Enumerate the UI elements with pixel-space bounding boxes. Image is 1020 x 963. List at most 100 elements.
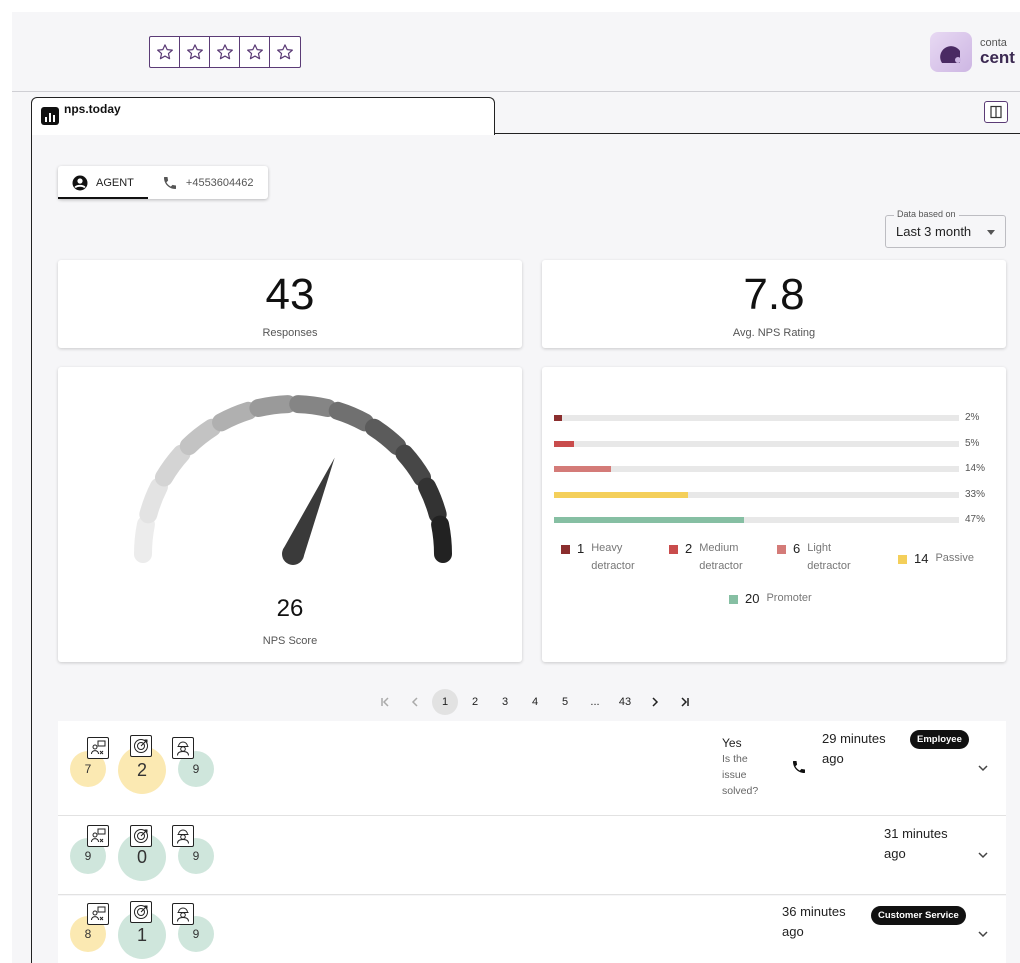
page-2-button[interactable]: 2 [471, 696, 479, 708]
bar-percent-label: 14% [965, 463, 986, 474]
last-page-button[interactable] [670, 690, 700, 714]
gauge-segment [431, 515, 452, 563]
nps-gauge-card: 26 NPS Score [58, 367, 522, 662]
page-43-button[interactable]: 43 [618, 696, 632, 708]
agent-feedback-icon [87, 903, 109, 925]
phone-label: +4553604462 [185, 176, 254, 189]
legend-item-passive: 14 Passive [898, 549, 974, 567]
tab-nps-today[interactable]: nps.today [31, 97, 495, 135]
tab-title: nps.today [64, 102, 121, 116]
star-icon [277, 44, 293, 60]
page-5-button[interactable]: 5 [561, 696, 569, 708]
star-3-button[interactable] [210, 37, 240, 67]
legend-count: 6 [793, 541, 801, 556]
chevron-down-icon[interactable] [976, 848, 990, 862]
gauge-needle-hub [282, 543, 304, 565]
legend-name-line-2: detractor [591, 560, 635, 572]
gauge-segment [328, 401, 374, 432]
bar-fill [554, 415, 563, 421]
right-score: 9 [178, 916, 214, 952]
issue-solved-question-3: solved? [722, 785, 759, 797]
nps-score-label: NPS Score [262, 635, 318, 647]
brand-line-2: cent [980, 48, 1015, 67]
legend-name-line-1: Passive [935, 552, 974, 564]
legend-item-heavy-detractor: 1 Heavy detractor [561, 539, 635, 575]
legend-count: 14 [914, 551, 929, 566]
bar-track [554, 491, 959, 498]
gauge-segment [364, 418, 407, 456]
app-window: conta cent nps.today AGENT +4553604462 [12, 12, 1020, 963]
star-icon [216, 44, 233, 60]
gauge-segment [154, 444, 191, 487]
page-3-button[interactable]: 3 [501, 696, 509, 708]
chevron-down-icon[interactable] [976, 761, 990, 775]
bar-percent-label: 33% [965, 488, 986, 500]
legend-name: Medium detractor [699, 539, 742, 575]
legend-name-line-1: Medium [699, 542, 739, 554]
page-1-button[interactable]: 1 [432, 689, 458, 715]
next-page-button[interactable] [640, 690, 670, 714]
legend-item-promoter: 20 Promoter [729, 589, 812, 607]
gauge-segment [179, 418, 222, 456]
response-row-1[interactable]: 7 2 9 Yes Is the issue solved? 29 minute… [58, 721, 1006, 816]
bar-row-medium-detractor: 5% [554, 438, 994, 450]
target-icon [130, 825, 152, 847]
chevron-down-icon[interactable] [976, 927, 990, 941]
star-4-button[interactable] [240, 37, 270, 67]
legend-name: Passive [935, 549, 974, 567]
bar-fill [554, 440, 575, 447]
gauge-segment [249, 395, 297, 418]
issue-solved-answer: Yes [722, 736, 742, 750]
legend-item-medium-detractor: 2 Medium detractor [669, 539, 743, 575]
bar-percent-label: 47% [965, 514, 986, 525]
response-time-line-2: ago [822, 751, 844, 766]
legend-count: 20 [745, 591, 760, 606]
bar-percent-label: 5% [965, 437, 980, 449]
response-row-3[interactable]: 8 1 9 36 minutes ago Customer Service [58, 896, 1006, 963]
legend-swatch [669, 545, 678, 554]
star-icon [156, 44, 173, 60]
gauge-segment [418, 477, 447, 524]
response-time-line-2: ago [884, 846, 906, 861]
star-5-button[interactable] [270, 37, 300, 67]
period-label: Data based on [894, 209, 959, 219]
legend-count: 2 [685, 541, 693, 556]
agent-toggle-button[interactable]: AGENT [58, 166, 148, 199]
response-time-line-2: ago [782, 924, 804, 939]
legend-name-line-2: detractor [807, 560, 851, 572]
distribution-card: 2% 5% 14% 33% 47% 1 Heavy detractor 2 Medium detr… [542, 367, 1006, 662]
bar-percent-label: 2% [965, 412, 980, 423]
prev-page-button[interactable] [400, 690, 430, 714]
response-time-line-1: 36 minutes [782, 904, 846, 919]
gauge-segment [212, 401, 258, 432]
bar-chart-icon [41, 107, 59, 125]
panel-icon [990, 105, 1002, 119]
first-page-button[interactable] [370, 690, 400, 714]
phone-toggle-button[interactable]: +4553604462 [148, 166, 268, 199]
period-value: Last 3 month [896, 224, 972, 239]
star-2-button[interactable] [180, 37, 210, 67]
avg-rating-card: 7.8 Avg. NPS Rating [542, 260, 1006, 348]
period-select[interactable]: Data based on Last 3 month [885, 209, 1006, 248]
page-numbers: 1 2 3 4 5... 43 [430, 689, 640, 715]
legend-name-line-1: Heavy [591, 542, 623, 554]
responses-label: Responses [262, 327, 318, 339]
content-area: AGENT +4553604462 Data based on Last 3 m… [31, 135, 1020, 963]
agent-label: AGENT [96, 176, 134, 189]
bar-track [554, 415, 959, 421]
agent-feedback-icon [87, 825, 109, 847]
worker-icon [172, 903, 194, 925]
worker-icon [172, 737, 194, 759]
agent-feedback-icon [87, 737, 109, 759]
panel-toggle-button[interactable] [984, 101, 1008, 123]
legend-count: 1 [577, 541, 585, 556]
responses-card: 43 Responses [58, 260, 522, 348]
page-4-button[interactable]: 4 [531, 696, 539, 708]
star-1-button[interactable] [150, 37, 180, 67]
issue-solved-question-1: Is the [722, 753, 748, 765]
response-time: 31 minutes ago [884, 824, 948, 864]
bar-fill [554, 466, 611, 472]
issue-solved-question-2: issue [722, 769, 747, 781]
avg-rating-label: Avg. NPS Rating [732, 327, 816, 339]
response-row-2[interactable]: 9 0 9 31 minutes ago [58, 816, 1006, 895]
